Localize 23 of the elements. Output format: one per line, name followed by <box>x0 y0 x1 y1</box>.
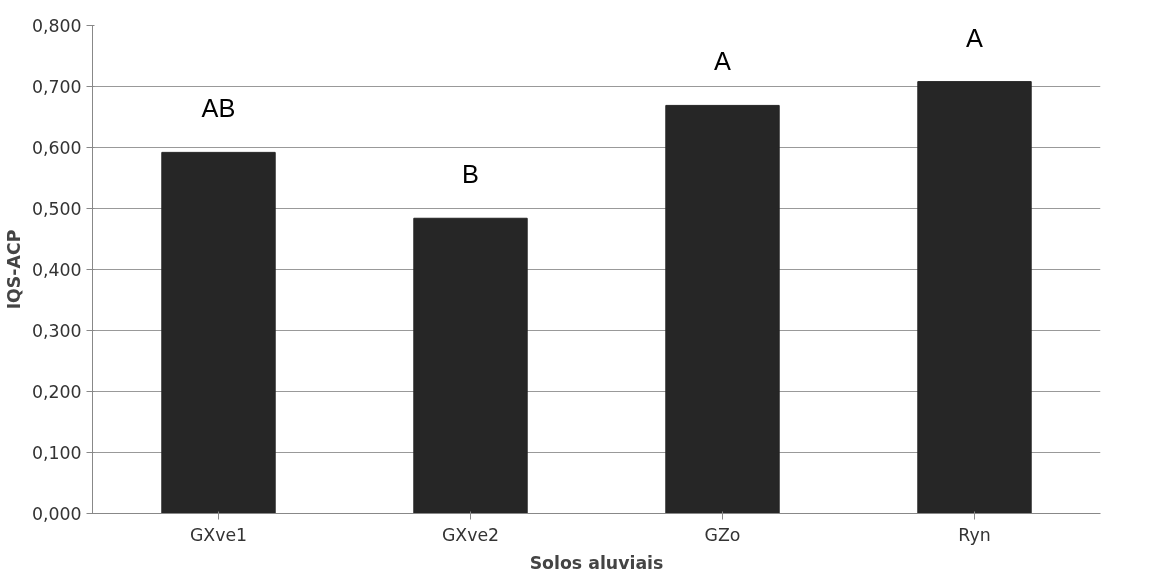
annotation: AB <box>201 94 236 123</box>
annotation: B <box>462 160 479 189</box>
annotation: A <box>714 47 732 76</box>
x-tick-label: Ryn <box>958 524 991 545</box>
y-tick-label: 0,700 <box>31 77 82 97</box>
bar <box>161 151 276 514</box>
y-tick-label: 0,300 <box>31 321 82 341</box>
y-tick-label: 0,400 <box>31 260 82 280</box>
y-axis-title: IQS-ACP <box>3 229 24 310</box>
y-tick-label: 0,000 <box>31 504 82 524</box>
bar <box>665 104 780 514</box>
x-axis-title: Solos aluviais <box>529 552 664 573</box>
y-tick-label: 0,500 <box>31 199 82 219</box>
annotation: A <box>966 23 984 52</box>
bar <box>413 217 528 514</box>
x-tick-label: GXve1 <box>189 524 248 545</box>
bar <box>917 81 1032 514</box>
x-tick-label: GXve2 <box>441 524 500 545</box>
y-tick-label: 0,800 <box>31 16 82 36</box>
y-tick-label: 0,200 <box>31 382 82 402</box>
x-tick-label: GZo <box>704 524 741 545</box>
y-tick-label: 0,100 <box>31 443 82 463</box>
y-tick-label: 0,600 <box>31 138 82 158</box>
